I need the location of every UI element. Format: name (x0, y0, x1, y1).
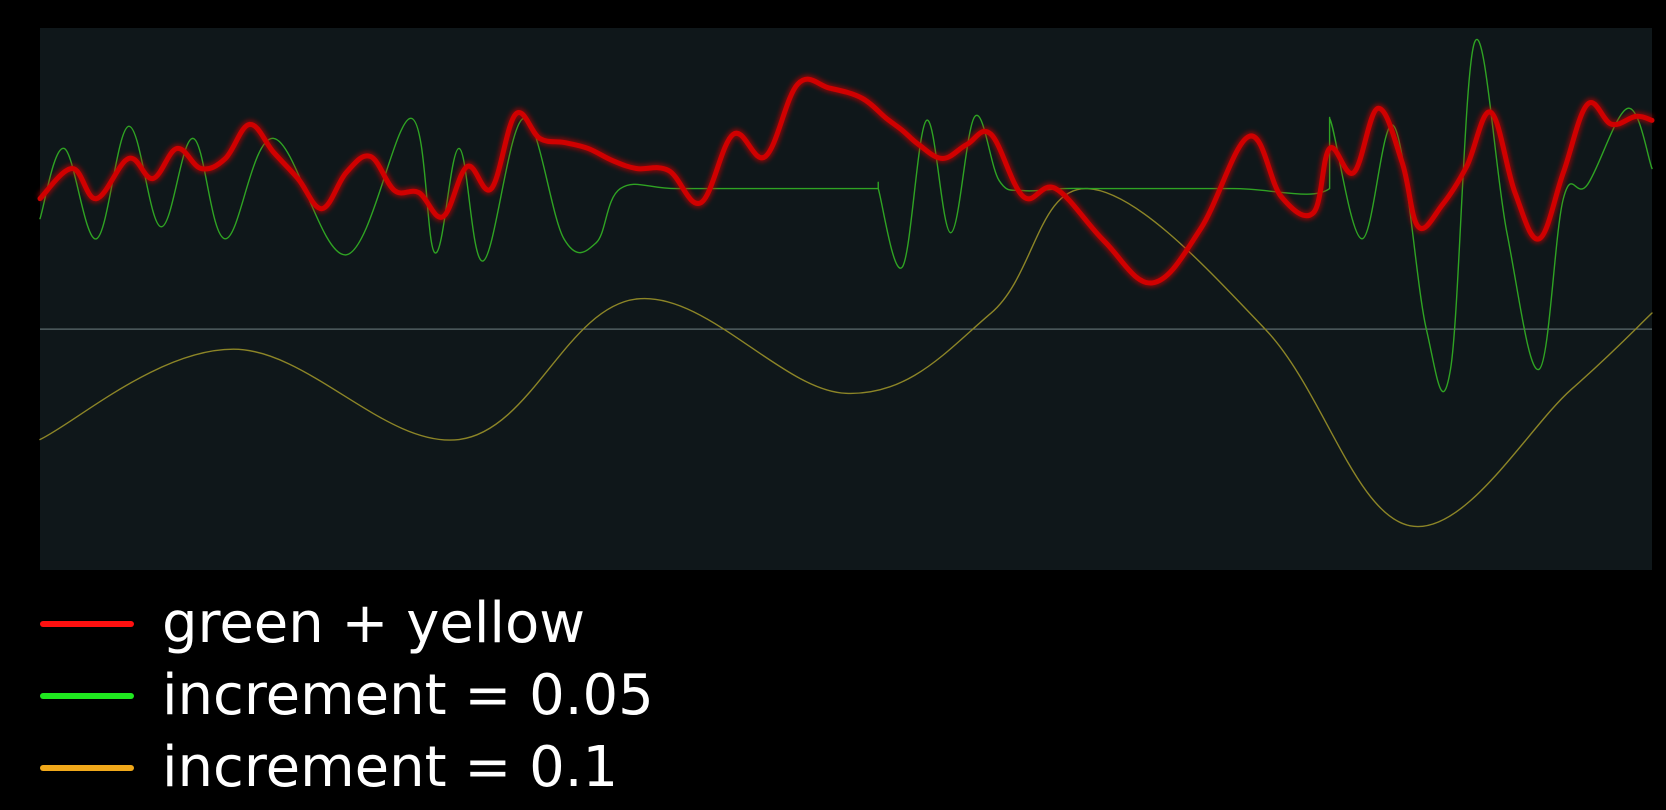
legend-label: increment = 0.05 (162, 663, 654, 728)
legend-swatch-green (40, 693, 134, 699)
series-increment-0-05 (39, 38, 1653, 393)
legend-swatch-red (40, 621, 134, 627)
series-line (37, 76, 1655, 286)
plot-area (40, 28, 1652, 570)
series-layer (36, 38, 1655, 528)
legend-item-increment-0-05: increment = 0.05 (40, 660, 940, 732)
series-sum (36, 74, 1655, 288)
series-line (39, 187, 1653, 528)
legend-label: increment = 0.1 (162, 735, 619, 800)
series-increment-0-1 (39, 187, 1653, 528)
series-line (39, 38, 1653, 393)
legend-item-green-plus-yellow: green + yellow (40, 588, 940, 660)
line-chart (36, 28, 1655, 570)
legend: green + yellow increment = 0.05 incremen… (40, 588, 940, 804)
legend-label: green + yellow (162, 591, 586, 656)
legend-item-increment-0-1: increment = 0.1 (40, 732, 940, 804)
legend-swatch-yellow (40, 765, 134, 771)
